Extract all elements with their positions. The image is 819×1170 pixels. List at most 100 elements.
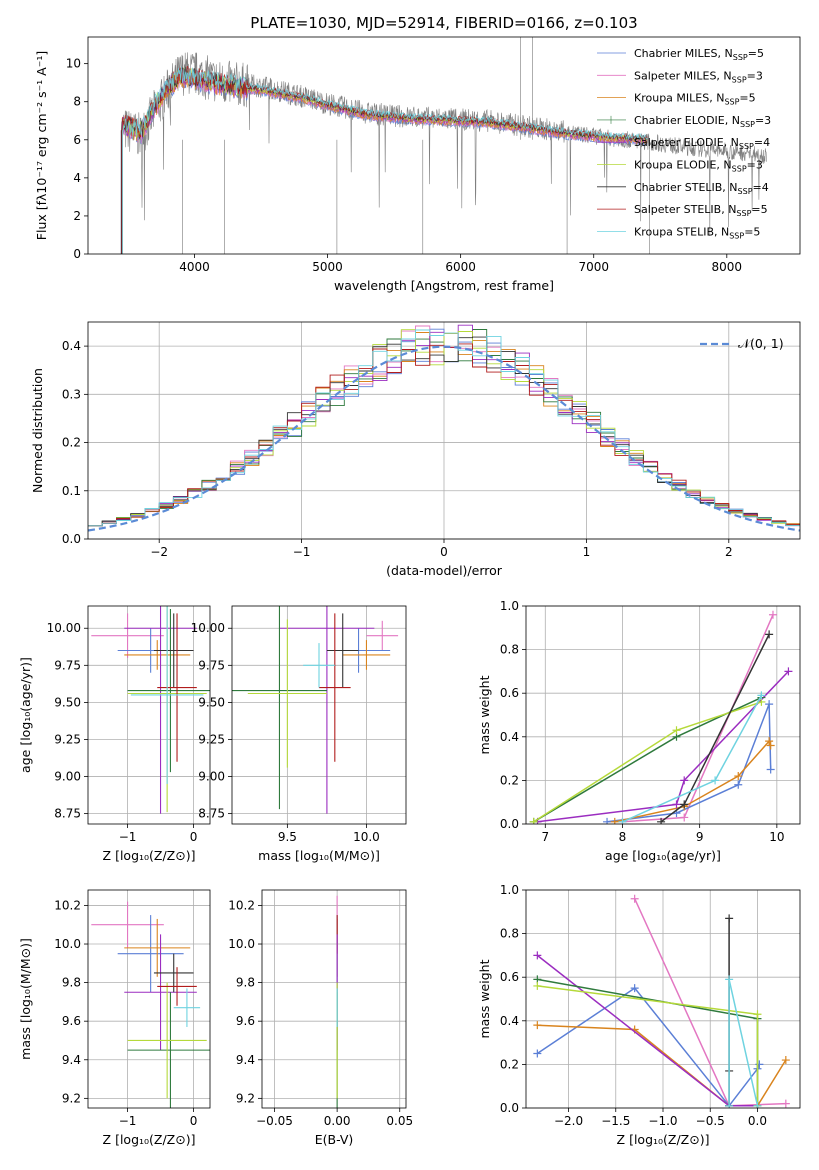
panel-mass-vs-Z: −1 0 9.2 9.4 9.6 9.8 10.0 10.2 Z [log₁₀(Z/Z⊙)] ma…: [18, 889, 211, 1147]
y-tick-label: 9.8: [62, 976, 81, 990]
weight-marker: [753, 1101, 762, 1108]
legend-subscript: SSP: [732, 165, 747, 174]
weight-marker: [765, 737, 774, 746]
legend-entry: Chabrier STELIB, NSSP=4: [634, 181, 769, 196]
y-tick-label: 0.0: [500, 817, 519, 831]
weight-series-2: [610, 737, 775, 824]
legend-subscript: SSP: [736, 209, 751, 218]
weight-series-0: [618, 610, 777, 824]
x-tick-label: 2: [725, 545, 733, 559]
y-tick-label: 0.8: [500, 643, 519, 657]
y-tick-label: 10.0: [228, 937, 255, 951]
y-tick-label: 10.2: [228, 898, 255, 912]
y-tick-label: 0.2: [500, 1057, 519, 1071]
weight-marker: [765, 700, 774, 709]
weight-marker: [657, 817, 666, 824]
error-point-8: [303, 643, 335, 688]
y-tick-label: 10: [66, 57, 81, 71]
weight-series-3: [533, 951, 762, 1108]
weight-marker: [784, 667, 793, 676]
legend-series-name: Kroupa STELIB, N: [634, 225, 729, 238]
weight-series-7: [725, 975, 762, 1108]
panel-weight-vs-age: 7 8 9 10 0.0 0.2 0.4 0.6 0.8 1.0 age [log₁₀(age/yr…: [477, 599, 801, 863]
y-tick-label: 0.8: [500, 927, 519, 941]
legend-subscript: SSP: [724, 98, 739, 107]
histogram-8: [88, 329, 800, 527]
x-tick-label: 0: [190, 1114, 198, 1128]
y-axis-label: Flux [fλ10⁻¹⁷ erg cm⁻² s⁻¹ A⁻¹]: [34, 51, 49, 240]
weight-marker: [680, 800, 689, 809]
x-tick-label: 0: [190, 830, 198, 844]
weight-marker: [768, 610, 777, 619]
weight-marker: [725, 975, 734, 984]
panel-age-vs-mass: 9.5 10.0 8.75 9.00 9.25 9.50 9.75 10.00 mass [lo…: [191, 605, 407, 863]
error-point-3: [279, 606, 375, 814]
error-point-0: [366, 620, 399, 651]
x-tick-label: 4000: [179, 260, 210, 274]
y-tick-label: 9.75: [198, 658, 225, 672]
axes-frame: [87, 321, 801, 540]
panel-mass-vs-ebv: −0.05 0.00 0.05 9.2 9.4 9.6 9.8 10.0 10.2 E(B-V): [228, 889, 413, 1147]
y-tick-label: 9.50: [54, 695, 81, 709]
weight-series-6: [657, 630, 774, 824]
legend-series-name: Chabrier MILES, N: [634, 47, 733, 60]
y-tick-label: 9.50: [198, 695, 225, 709]
weight-marker: [533, 1049, 542, 1058]
weight-marker: [757, 691, 766, 700]
legend-nssp: =5: [748, 47, 764, 60]
x-tick-label: 9: [696, 830, 704, 844]
x-tick-label: −2.0: [554, 1114, 583, 1128]
y-axis-label: Normed distribution: [30, 368, 45, 493]
y-tick-label: 10.00: [47, 621, 81, 635]
y-tick-label: 0.4: [62, 339, 81, 353]
y-tick-label: 2: [73, 209, 81, 223]
weight-marker: [603, 817, 612, 824]
error-point-4: [127, 608, 210, 773]
weight-marker: [672, 800, 681, 809]
legend-entry: Chabrier MILES, NSSP=5: [634, 47, 764, 62]
weight-marker: [529, 817, 538, 824]
weight-marker: [711, 776, 720, 785]
legend-subscript: SSP: [732, 75, 747, 84]
y-tick-label: 0.3: [62, 387, 81, 401]
legend-series-name: Kroupa ELODIE, N: [634, 159, 732, 172]
legend-subscript: SSP: [729, 231, 744, 240]
error-point-0: [91, 613, 164, 658]
error-point-7: [157, 613, 197, 762]
x-axis-label: (data-model)/error: [386, 563, 503, 578]
weight-marker: [533, 981, 542, 990]
y-tick-label: 9.2: [62, 1091, 81, 1105]
y-tick-label: 1.0: [500, 599, 519, 613]
y-tick-label: 4: [73, 171, 81, 185]
x-tick-label: −0.5: [696, 1114, 725, 1128]
legend-entry: Kroupa ELODIE, NSSP=3: [634, 159, 763, 174]
y-tick-label: 9.6: [62, 1014, 81, 1028]
legend-nssp: =3: [747, 159, 763, 172]
x-axis-label: Z [log₁₀(Z/Z⊙)]: [103, 848, 196, 863]
x-tick-label: 10.0: [353, 830, 380, 844]
y-tick-label: 0.4: [500, 730, 519, 744]
x-tick-label: 8: [619, 830, 627, 844]
y-tick-label: 0.2: [62, 436, 81, 450]
histogram-5: [88, 329, 800, 527]
y-tick-label: 8.75: [198, 807, 225, 821]
weight-marker: [630, 894, 639, 903]
error-point-2: [124, 918, 191, 977]
axes-frame: [87, 605, 211, 825]
x-axis-label: age [log₁₀(age/yr)]: [605, 848, 721, 863]
legend-series-name: Salpeter MILES, N: [634, 69, 732, 82]
y-tick-label: 9.00: [54, 770, 81, 784]
y-tick-label: 0.6: [500, 970, 519, 984]
legend-subscript: SSP: [733, 53, 748, 62]
x-tick-label: 9.5: [278, 830, 297, 844]
error-point-4: [232, 606, 327, 810]
x-tick-label: 8000: [712, 260, 743, 274]
legend-nssp: =4: [753, 181, 769, 194]
y-tick-label: 9.6: [236, 1014, 255, 1028]
x-tick-label: −1: [119, 1114, 137, 1128]
x-tick-label: 0.05: [386, 1114, 413, 1128]
axes-frame: [231, 605, 407, 825]
chart-title: PLATE=1030, MJD=52914, FIBERID=0166, z=0…: [250, 14, 637, 32]
